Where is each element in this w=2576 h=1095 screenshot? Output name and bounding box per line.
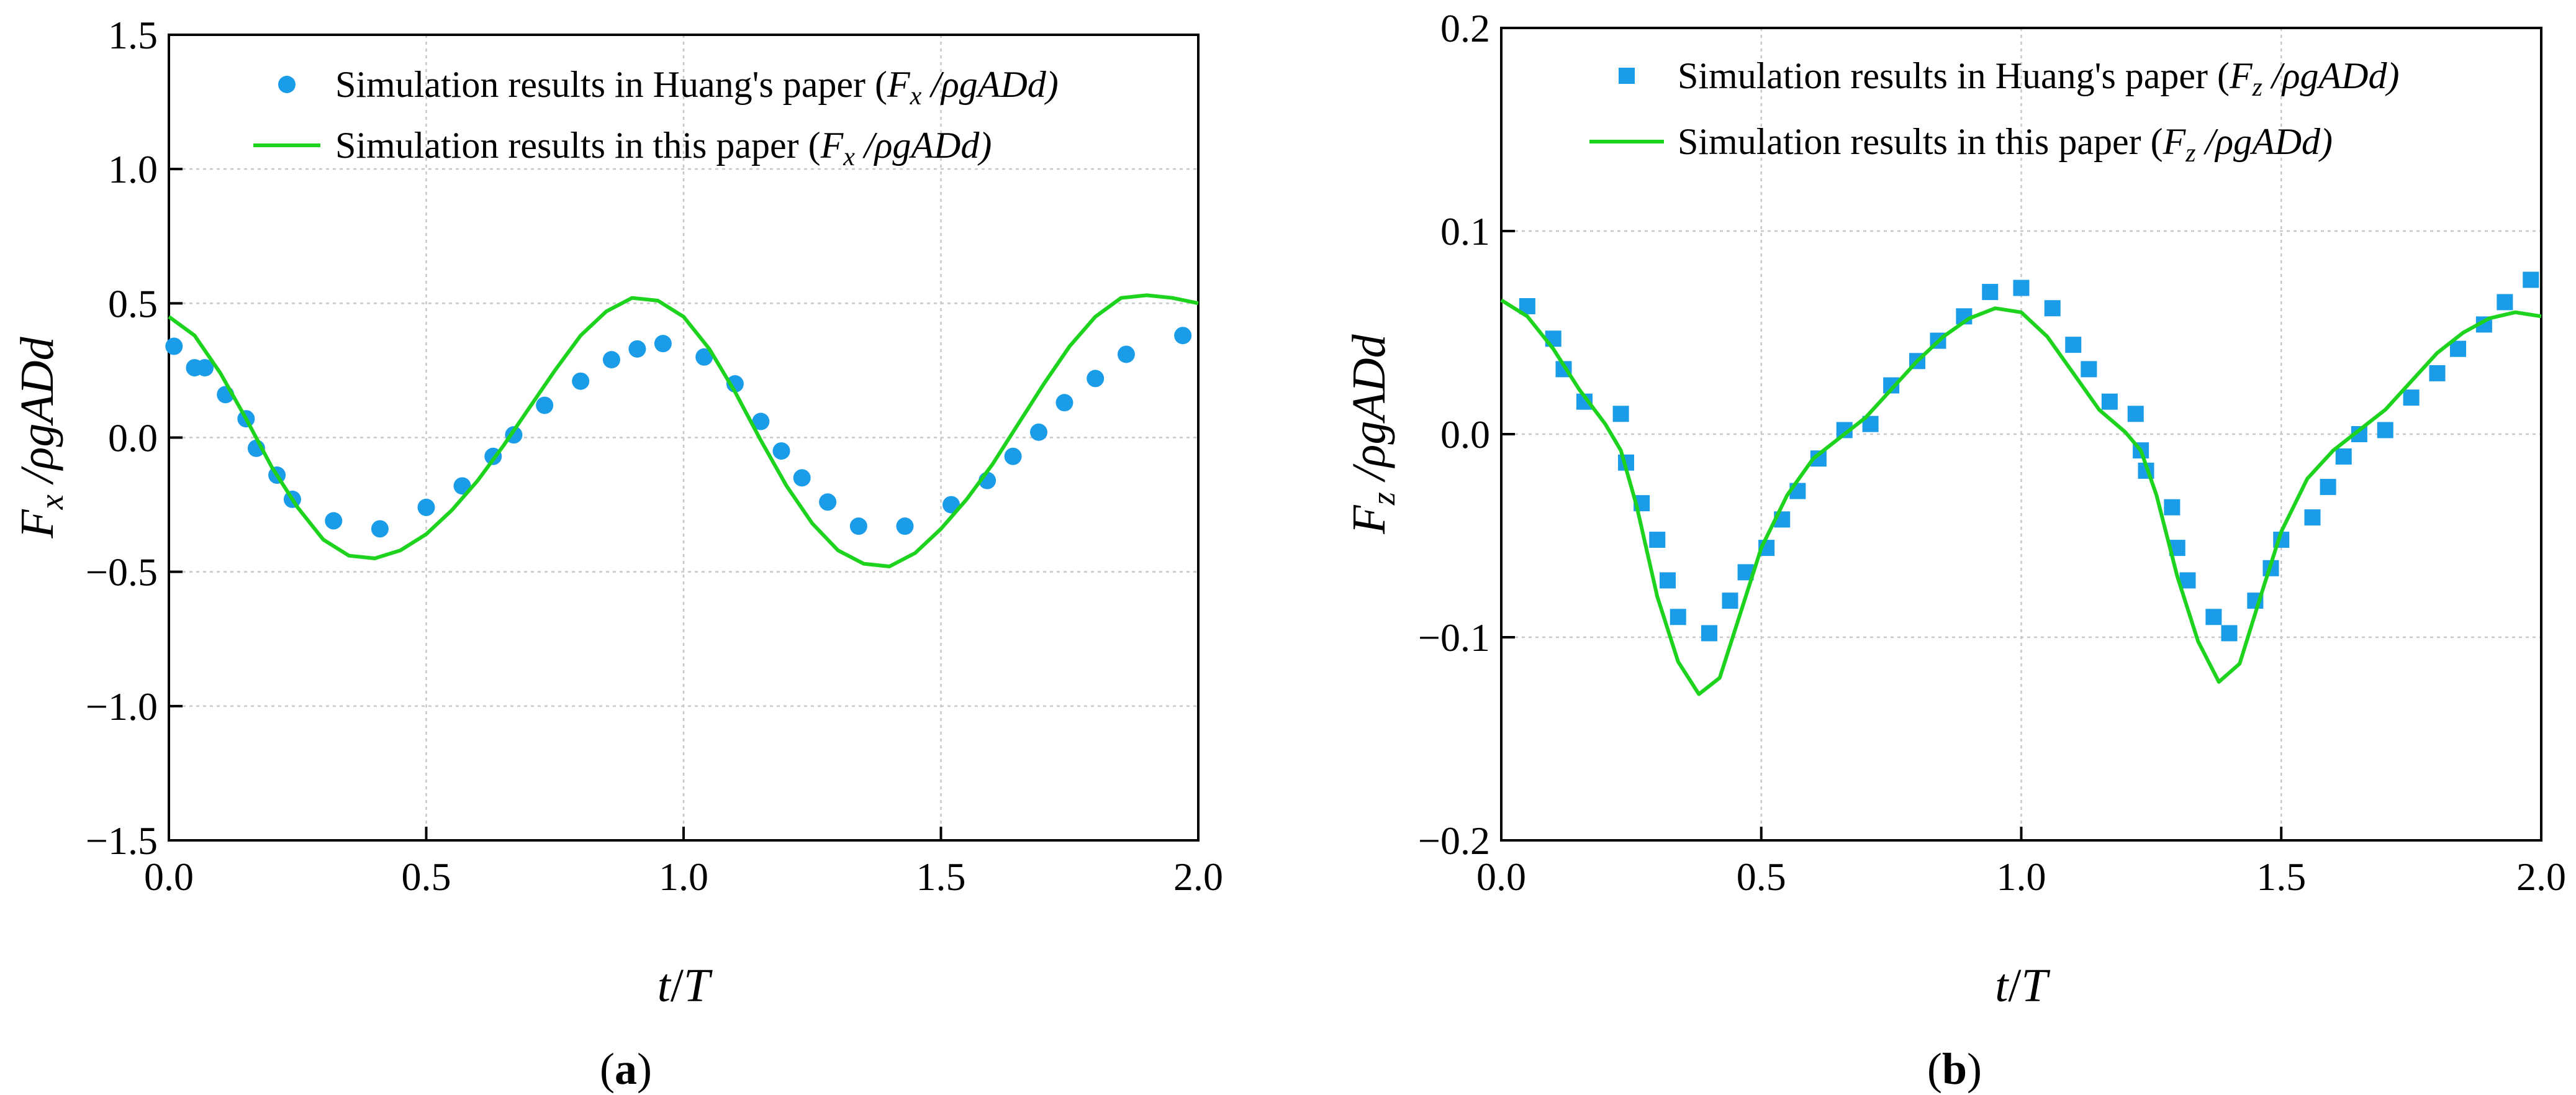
- legend-label: Simulation results in Huang's paper (Fz …: [1678, 55, 2399, 102]
- legend-square-marker: [1619, 68, 1635, 84]
- data-point: [2429, 365, 2446, 381]
- data-point: [2450, 340, 2466, 357]
- data-point: [2101, 393, 2118, 410]
- data-point: [1982, 284, 1999, 301]
- y-axis-label: Fx /ρgADd: [11, 336, 70, 538]
- x-tick-label: 0.5: [1737, 855, 1786, 899]
- data-point: [453, 477, 471, 495]
- x-tick-label: 1.5: [2256, 855, 2306, 899]
- chart-panel-a: 0.0 0.5 1.0 1.5 2.0 −1.5 −1.0 −0.5 0.0 0.5 1.0 1.5 S…: [11, 13, 1223, 1094]
- data-point: [1087, 370, 1105, 388]
- data-point: [1004, 447, 1022, 465]
- y-tick-label: 1.0: [108, 147, 158, 191]
- data-point: [1174, 327, 1192, 345]
- data-point: [2164, 499, 2181, 516]
- y-tick-label: 0.0: [108, 416, 158, 460]
- data-point: [2127, 406, 2144, 422]
- y-tick-label: −0.5: [86, 550, 158, 594]
- data-point: [1670, 609, 1686, 625]
- data-point: [2065, 337, 2082, 353]
- legend-label: Simulation results in this paper (Fz /ρg…: [1678, 121, 2333, 168]
- data-point: [602, 351, 620, 369]
- y-tick-label: −1.0: [86, 684, 158, 729]
- data-point: [896, 517, 914, 535]
- y-tick-label: 1.5: [108, 13, 158, 57]
- panel-label: (b): [1927, 1044, 1982, 1094]
- data-point: [2221, 625, 2238, 642]
- data-point: [819, 493, 837, 511]
- legend-circle-marker: [278, 76, 296, 93]
- legend-label: Simulation results in this paper (Fx /ρg…: [335, 125, 992, 171]
- data-point: [2497, 294, 2513, 311]
- x-tick-label: 2.0: [1173, 855, 1223, 899]
- y-tick-label: 0.1: [1440, 209, 1490, 253]
- y-tick-label: −1.5: [86, 819, 158, 863]
- data-point: [695, 348, 713, 366]
- data-point: [165, 337, 183, 355]
- x-tick-label: 0.0: [144, 855, 194, 899]
- y-axis-label: Fz /ρgADd: [1343, 334, 1402, 534]
- x-tick-label: 0.0: [1476, 855, 1526, 899]
- x-axis-label: t/T: [1995, 960, 2050, 1012]
- data-point: [1612, 406, 1629, 422]
- data-point: [1117, 345, 1135, 363]
- data-point: [2403, 389, 2420, 406]
- panel-label: (a): [600, 1044, 652, 1094]
- data-point: [2335, 448, 2352, 465]
- data-point: [793, 469, 811, 487]
- data-point: [2320, 479, 2336, 496]
- x-tick-label: 1.0: [659, 855, 708, 899]
- y-tick-label: 0.5: [108, 281, 158, 325]
- data-point: [2013, 279, 2030, 296]
- data-point: [371, 520, 389, 538]
- series-markers: [165, 327, 1192, 538]
- gridlines: [1501, 28, 2541, 840]
- data-point: [1722, 593, 1738, 609]
- data-point: [1030, 423, 1048, 441]
- data-point: [2179, 572, 2196, 589]
- x-tick-label: 1.5: [916, 855, 966, 899]
- x-axis-label: t/T: [658, 960, 713, 1012]
- data-point: [2205, 609, 2222, 625]
- legend: Simulation results in Huang's paper (Fx …: [253, 64, 1059, 171]
- data-point: [572, 372, 590, 390]
- data-point: [772, 442, 790, 460]
- legend: Simulation results in Huang's paper (Fz …: [1589, 55, 2399, 168]
- data-point: [1701, 625, 1717, 642]
- data-point: [196, 359, 214, 377]
- data-point: [2044, 300, 2061, 317]
- data-point: [942, 496, 960, 514]
- series-line: [168, 293, 1199, 568]
- y-tick-label: 0.0: [1440, 412, 1490, 457]
- x-tick-label: 0.5: [402, 855, 451, 899]
- y-tick-label: 0.2: [1440, 6, 1490, 50]
- data-point: [325, 512, 343, 530]
- data-point: [1649, 532, 1666, 548]
- x-tick-label: 1.0: [1997, 855, 2046, 899]
- data-point: [2081, 361, 2097, 378]
- data-point: [536, 396, 554, 414]
- data-point: [1660, 572, 1676, 589]
- data-point: [417, 498, 435, 516]
- x-tick-label: 2.0: [2516, 855, 2566, 899]
- data-point: [1055, 394, 1073, 412]
- data-point: [654, 335, 672, 353]
- y-tick-label: −0.2: [1418, 819, 1490, 863]
- data-point: [752, 412, 770, 430]
- series-markers: [1519, 271, 2539, 642]
- data-point: [2523, 271, 2539, 288]
- chart-panel-b: 0.0 0.5 1.0 1.5 2.0 −0.2 −0.1 0.0 0.1 0.2 Simulati…: [1343, 6, 2566, 1094]
- y-tick-label: −0.1: [1418, 616, 1490, 660]
- data-point: [2377, 422, 2393, 438]
- gridlines: [169, 35, 1198, 840]
- legend-label: Simulation results in Huang's paper (Fx …: [335, 64, 1059, 111]
- data-point: [849, 517, 867, 535]
- series-line: [1500, 298, 2542, 696]
- data-point: [2304, 509, 2321, 526]
- data-point: [628, 340, 646, 358]
